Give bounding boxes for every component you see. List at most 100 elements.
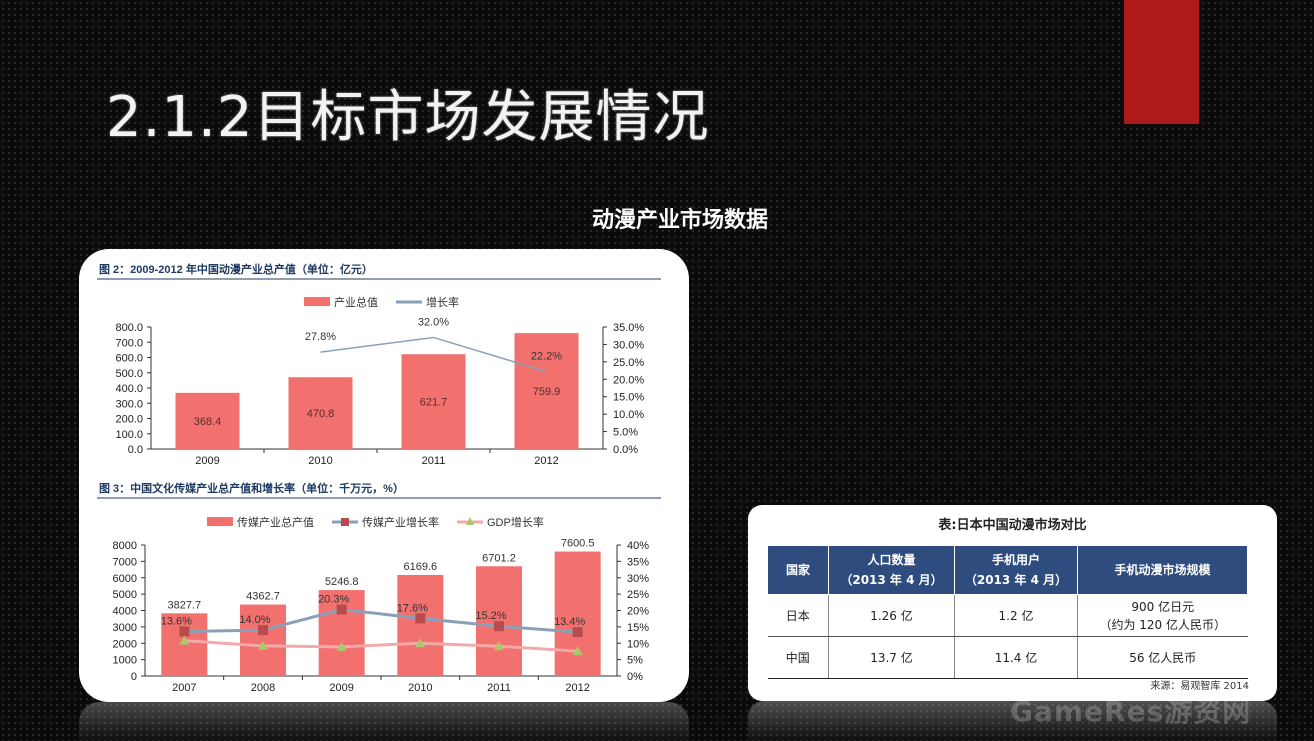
chart2-legend-label: 传媒产业增长率 xyxy=(362,515,439,529)
section-subtitle: 动漫产业市场数据 xyxy=(591,208,768,233)
chart2-x-tick-label: 2010 xyxy=(408,682,432,694)
chart1-bar-data-label: 470.8 xyxy=(307,408,335,420)
chart1-bar xyxy=(175,392,240,449)
chart1-bar xyxy=(401,354,466,449)
chart2-gdp-point xyxy=(494,641,504,651)
chart2-growth-point xyxy=(572,627,583,638)
chart2-y-left-tick-label: 3000 xyxy=(113,622,137,634)
chart1-bar-data-label: 759.9 xyxy=(533,386,561,398)
chart2-y-left-tick-label: 0 xyxy=(131,671,137,683)
watermark-logo: GameRes游资网 xyxy=(1010,695,1252,728)
chart2-x-tick-label: 2012 xyxy=(565,682,589,694)
chart2-line-data-label: 20.3% xyxy=(318,594,349,606)
chart1-y-right-tick-label: 35.0% xyxy=(613,322,644,334)
chart2-y-right-tick-label: 35% xyxy=(627,556,649,568)
chart2-y-left-tick-label: 6000 xyxy=(113,573,137,585)
chart2-y-right-tick-label: 25% xyxy=(627,589,649,601)
chart2-growth-point xyxy=(415,613,426,624)
chart2-bar xyxy=(161,613,208,676)
chart2-y-left-tick-label: 5000 xyxy=(113,589,137,601)
chart2-y-right-tick-label: 15% xyxy=(627,622,649,634)
chart2-y-left-tick-label: 2000 xyxy=(113,638,137,650)
table-header-market: 手机动漫市场规模 xyxy=(1077,545,1248,595)
chart2-x-tick-label: 2008 xyxy=(251,682,275,694)
chart2-bar xyxy=(554,551,601,676)
table-panel-reflection xyxy=(748,701,1277,741)
chart1-y-right-tick-label: 25.0% xyxy=(613,357,644,369)
chart2-y-right-tick-label: 40% xyxy=(627,540,649,552)
chart1-x-tick-label: 2009 xyxy=(195,455,219,467)
chart2-line-data-label: 13.6% xyxy=(161,615,192,627)
chart2-line-data-label: 15.2% xyxy=(475,610,506,622)
table-header-population: 人口数量 （2013 年 4 月） xyxy=(828,545,955,595)
table-row: 日本 1.26 亿 1.2 亿 900 亿日元 （约为 120 亿人民币） xyxy=(767,594,1248,637)
chart2-x-tick-label: 2011 xyxy=(487,682,511,694)
chart2-line-data-label: 13.4% xyxy=(554,616,585,628)
chart1-bar xyxy=(288,377,353,449)
chart1-line-data-label: 22.2% xyxy=(531,351,562,363)
chart2-bar-data-label: 7600.5 xyxy=(561,538,595,550)
chart2-bar-data-label: 6169.6 xyxy=(404,561,438,573)
chart1-series-line-growth xyxy=(320,336,547,373)
chart2-bar xyxy=(476,566,522,676)
chart2-gdp-point xyxy=(179,635,190,645)
chart2-series-line-gdp xyxy=(184,639,578,653)
chart2-y-right-tick-label: 20% xyxy=(627,606,649,618)
chart1-y-left-tick-label: 800.0 xyxy=(115,322,143,334)
chart2-x-tick-label: 2009 xyxy=(329,682,353,694)
chart2-legend-gdp-marker xyxy=(466,517,474,525)
chart2-growth-point xyxy=(336,604,347,615)
table-cell-population: 1.26 亿 xyxy=(828,594,955,637)
table-row: 中国 13.7 亿 11.4 亿 56 亿人民币 xyxy=(767,636,1248,679)
chart2-y-left-tick-label: 7000 xyxy=(113,556,137,568)
chart2-legend-bar-swatch xyxy=(207,517,233,526)
slide-title: 2.1.2目标市场发展情况 xyxy=(106,85,710,150)
chart1-y-left-tick-label: 400.0 xyxy=(115,383,143,395)
table-cell-mobile: 1.2 亿 xyxy=(954,594,1078,637)
chart2-title: 图 3：中国文化传媒产业总产值和增长率（单位：千万元，%） xyxy=(99,481,404,495)
chart1-line-data-label: 32.0% xyxy=(418,316,449,328)
chart1-y-left-tick-label: 300.0 xyxy=(115,398,143,410)
chart1-title: 图 2：2009-2012 年中国动漫产业总产值（单位：亿元） xyxy=(99,262,373,276)
table-header-row: 国家 人口数量 （2013 年 4 月） 手机用户 （2013 年 4 月） 手机动… xyxy=(767,545,1248,595)
chart2-y-left-tick-label: 4000 xyxy=(113,606,137,618)
chart1-bar xyxy=(514,333,579,449)
chart2-gdp-point xyxy=(258,640,268,650)
chart1-y-right-tick-label: 5.0% xyxy=(613,427,638,439)
chart2-bar xyxy=(240,604,286,676)
chart2-line-data-label: 17.6% xyxy=(397,602,428,614)
chart1-legend-label: 增长率 xyxy=(426,295,459,309)
chart1-legend-bar-swatch xyxy=(304,297,330,306)
chart2-bar xyxy=(318,590,365,676)
market-comparison-table: 国家 人口数量 （2013 年 4 月） 手机用户 （2013 年 4 月） 手机动… xyxy=(767,545,1248,679)
chart2-y-right-tick-label: 5% xyxy=(627,655,643,667)
chart1-y-left-tick-label: 200.0 xyxy=(115,414,143,426)
chart1-y-left-tick-label: 700.0 xyxy=(115,337,143,349)
charts-svg: 图 2：2009-2012 年中国动漫产业总产值（单位：亿元） 0.0 100.0 2… xyxy=(97,262,661,694)
chart2-gdp-point xyxy=(415,638,426,648)
table-cell-mobile: 11.4 亿 xyxy=(954,636,1078,679)
chart2-legend-label: 传媒产业总产值 xyxy=(237,515,314,529)
table-cell-population: 13.7 亿 xyxy=(828,636,955,679)
table-header-country: 国家 xyxy=(767,545,829,595)
chart2-line-data-label: 14.0% xyxy=(239,614,270,626)
chart1-y-left-tick-label: 100.0 xyxy=(115,429,143,441)
chart2-y-right-tick-label: 0% xyxy=(627,671,643,683)
table-cell-market: 56 亿人民币 xyxy=(1077,636,1248,679)
chart2-growth-point xyxy=(258,625,268,636)
chart1-y-right-tick-label: 30.0% xyxy=(613,339,644,351)
chart1-y-right-tick-label: 20.0% xyxy=(613,374,644,386)
chart2-gdp-point xyxy=(572,646,583,656)
chart2-growth-point xyxy=(179,626,190,637)
chart2-bar-data-label: 4362.7 xyxy=(246,591,280,603)
chart1-x-tick-label: 2010 xyxy=(308,455,332,467)
chart1-y-left-tick-label: 0.0 xyxy=(128,444,143,456)
chart2-gdp-point xyxy=(336,641,347,651)
table-source: 来源：易观智库 2014 xyxy=(1150,681,1249,692)
chart1-bar-data-label: 368.4 xyxy=(194,416,222,428)
chart2-bar-data-label: 6701.2 xyxy=(482,552,516,564)
chart2-x-tick-label: 2007 xyxy=(172,682,196,694)
chart2-y-left-tick-label: 1000 xyxy=(113,655,137,667)
chart2-bar-data-label: 5246.8 xyxy=(325,576,359,588)
table-caption: 表:日本中国动漫市场对比 xyxy=(938,518,1087,533)
